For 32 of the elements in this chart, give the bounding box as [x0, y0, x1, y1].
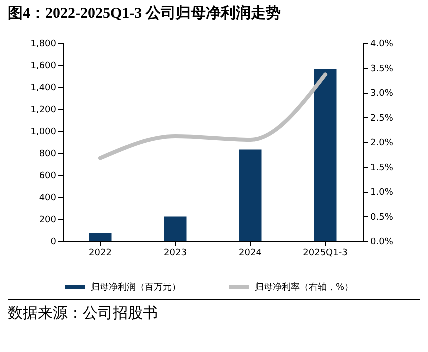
y-tick-label: 600: [39, 172, 57, 182]
line-series: [98, 72, 328, 160]
y2-tick-label: 0.5%: [370, 212, 394, 223]
y-tick-label: 1,400: [30, 84, 57, 94]
y2-tick-label: 2.0%: [370, 138, 394, 148]
legend-label: 归母净利率（右轴，%）: [255, 282, 354, 293]
bar: [164, 216, 187, 241]
y-tick-label: 1,000: [30, 128, 57, 138]
y2-tick-label: 3.5%: [370, 64, 394, 74]
y2-tick-label: 1.5%: [370, 163, 394, 174]
y-tick-label: 400: [39, 194, 57, 204]
y2-tick-label: 1.0%: [370, 188, 394, 198]
bar: [314, 69, 337, 241]
bar: [89, 233, 112, 241]
y2-tick-label: 4.0%: [370, 40, 394, 50]
legend-label: 归母净利润（百万元）: [91, 282, 181, 293]
x-tick-label: 2022: [89, 248, 112, 258]
y-tick-label: 1,800: [30, 40, 57, 50]
x-tick-label: 2025Q1-3: [303, 248, 348, 258]
y-tick-label: 200: [39, 216, 57, 226]
y-tick-label: 1,600: [30, 62, 57, 72]
y-tick-label: 800: [39, 150, 57, 160]
y-tick-label: 1,200: [30, 106, 57, 116]
x-tick-label: 2024: [239, 248, 262, 258]
y2-tick-label: 2.5%: [370, 114, 394, 124]
y-tick-label: 0: [50, 238, 57, 248]
x-tick-label: 2023: [164, 248, 187, 258]
chart-title: 图4：2022-2025Q1-3 公司归母净利润走势: [8, 4, 281, 22]
source-note: 数据来源：公司招股书: [8, 304, 159, 323]
bar: [239, 150, 262, 241]
y2-tick-label: 3.0%: [370, 89, 394, 99]
y2-tick-label: 0.0%: [370, 238, 394, 248]
